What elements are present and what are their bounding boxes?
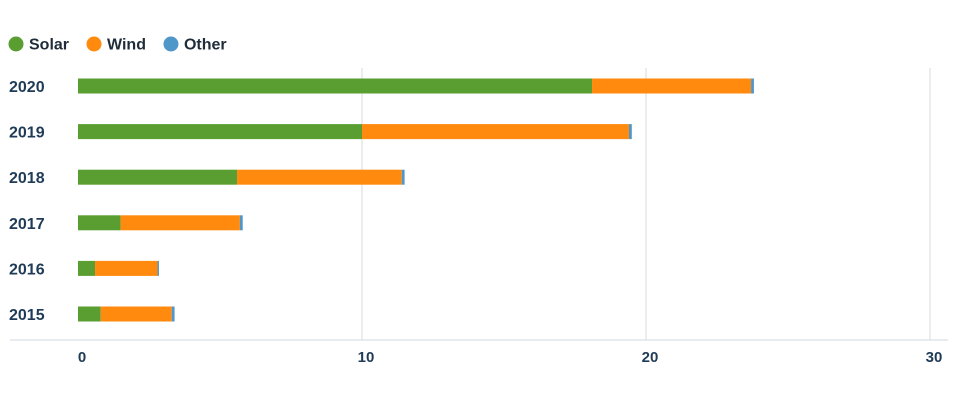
- x-tick-label-30: 30: [926, 349, 943, 366]
- legend-label-wind[interactable]: Wind: [107, 37, 146, 54]
- category-label-2020: 2020: [9, 79, 45, 96]
- bar-wind-2018[interactable]: [237, 169, 402, 185]
- bar-wind-2019[interactable]: [362, 124, 629, 140]
- category-label-2015: 2015: [9, 307, 45, 324]
- bar-other-2018[interactable]: [401, 169, 405, 185]
- x-tick-label-0: 0: [78, 349, 86, 366]
- chart-legend: Solar Wind Other: [8, 36, 227, 54]
- legend-swatch-wind: [86, 36, 102, 52]
- legend-label-solar[interactable]: Solar: [29, 37, 69, 54]
- bar-other-2019[interactable]: [628, 124, 632, 140]
- x-tick-label-10: 10: [358, 349, 375, 366]
- bar-other-2015[interactable]: [171, 306, 175, 322]
- category-label-2016: 2016: [9, 261, 45, 278]
- legend-swatch-solar: [8, 36, 24, 52]
- bar-solar-2016[interactable]: [78, 260, 96, 276]
- bar-other-2016[interactable]: [157, 260, 159, 276]
- grid-lines: [361, 68, 931, 340]
- bar-series: [78, 78, 754, 322]
- bar-solar-2020[interactable]: [78, 78, 593, 94]
- bar-solar-2018[interactable]: [78, 169, 238, 185]
- x-tick-labels: 0 10 20 30: [78, 349, 943, 366]
- bar-solar-2017[interactable]: [78, 215, 121, 231]
- legend-swatch-other: [163, 36, 179, 52]
- bar-solar-2019[interactable]: [78, 124, 362, 140]
- bar-wind-2016[interactable]: [95, 260, 158, 276]
- bar-wind-2020[interactable]: [592, 78, 752, 94]
- bar-solar-2015[interactable]: [78, 306, 101, 322]
- bar-wind-2015[interactable]: [100, 306, 172, 322]
- category-label-2017: 2017: [9, 216, 45, 233]
- category-labels: 2020 2019 2018 2017 2016 2015: [9, 79, 45, 324]
- legend-label-other[interactable]: Other: [184, 37, 227, 54]
- category-label-2018: 2018: [9, 170, 45, 187]
- bar-other-2020[interactable]: [751, 78, 754, 94]
- bar-wind-2017[interactable]: [120, 215, 240, 231]
- category-label-2019: 2019: [9, 125, 45, 142]
- bar-other-2017[interactable]: [239, 215, 243, 231]
- x-tick-label-20: 20: [642, 349, 659, 366]
